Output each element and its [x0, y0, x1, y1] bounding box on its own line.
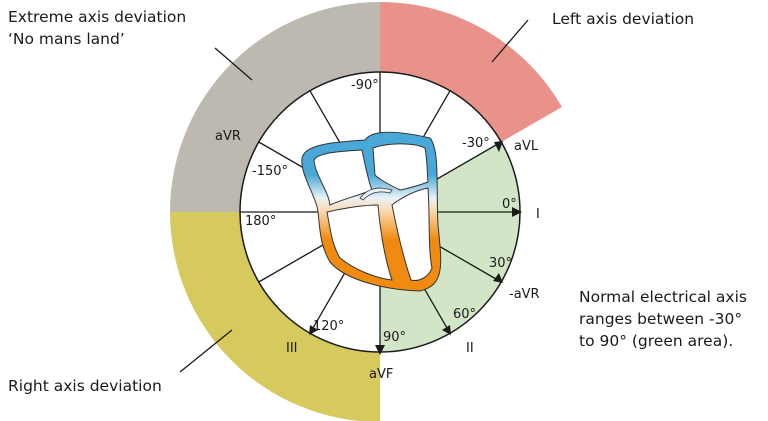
angle-label-180: 180°: [245, 214, 276, 229]
leader-right: [179, 329, 233, 373]
angle-label-120: 120°: [313, 319, 344, 334]
extreme-axis-sector: [170, 2, 380, 212]
left-axis-sector: [380, 1, 562, 142]
leader-left: [491, 19, 529, 63]
annotation-extreme-line2: ‘No mans land’: [8, 30, 125, 48]
annotation-left: Left axis deviation: [552, 10, 694, 28]
heart-right-ventricle: [391, 187, 433, 281]
annotation-right: Right axis deviation: [8, 377, 162, 395]
arrow-I-icon: [512, 207, 522, 217]
annotation-normal-line1: Normal electrical axis: [579, 288, 747, 306]
angle-label-0: 0°: [502, 197, 517, 212]
arrow-aVF-icon: [375, 345, 385, 355]
angle-label-90: 90°: [383, 330, 406, 345]
lead-label-aVF: aVF: [369, 367, 393, 382]
lead-label-aVR: aVR: [215, 129, 241, 144]
angle-label-60: 60°: [453, 307, 476, 322]
arrow-III-icon: [309, 325, 318, 335]
lead-label-I: I: [536, 207, 540, 222]
lead-label-maVR: -aVR: [509, 287, 540, 302]
annotation-extreme-line1: Extreme axis deviation: [8, 8, 186, 26]
right-axis-sector: [170, 212, 380, 421]
angle-label-m150: -150°: [252, 164, 288, 179]
lead-label-III: III: [286, 341, 298, 356]
annotation-normal-line3: to 90° (green area).: [579, 332, 733, 350]
arrow-aVL-icon: [494, 141, 503, 152]
lead-label-II: II: [466, 341, 474, 356]
lead-label-aVL: aVL: [514, 139, 539, 154]
angle-label-m30: -30°: [462, 136, 490, 151]
heart-illustration: [301, 131, 442, 292]
heart-left-ventricle: [326, 204, 393, 281]
arrow-II-icon: [442, 325, 451, 335]
arrow-maVR-icon: [493, 273, 503, 283]
annotation-normal-line2: ranges between -30°: [579, 310, 742, 328]
heart-valve: [359, 187, 393, 201]
leader-extreme: [214, 47, 253, 81]
angle-label-30: 30°: [489, 256, 512, 271]
heart-right-atrium: [372, 143, 429, 191]
angle-label-m90: -90°: [351, 78, 379, 93]
